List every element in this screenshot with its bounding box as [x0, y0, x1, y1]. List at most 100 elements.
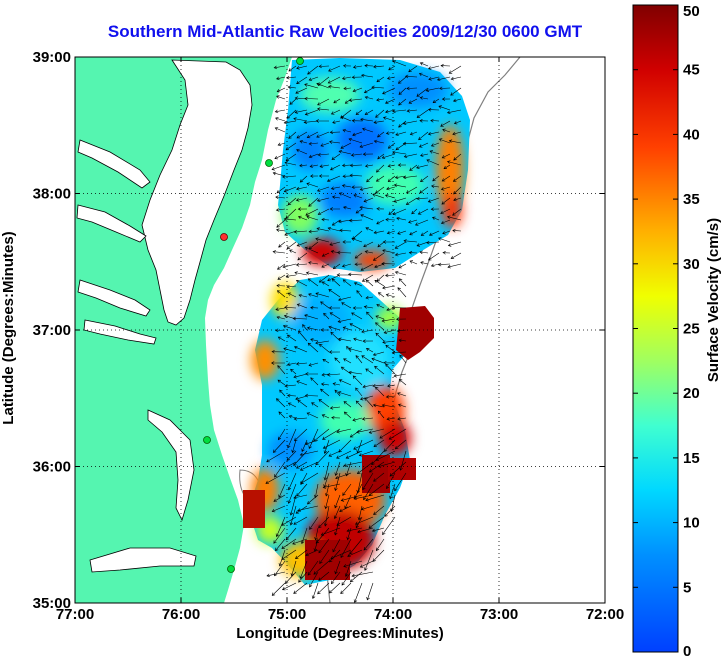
velocity-arrow	[359, 560, 374, 568]
velocity-arrow	[351, 75, 363, 80]
velocity-arrow	[297, 215, 308, 221]
velocity-arrow	[375, 538, 385, 552]
velocity-arrow	[365, 279, 374, 287]
velocity-arrow	[365, 494, 385, 502]
velocity-arrow	[393, 373, 407, 378]
velocity-arrow	[320, 382, 330, 387]
velocity-arrow	[364, 95, 374, 100]
velocity-arrow	[379, 428, 396, 439]
velocity-arrow	[450, 87, 462, 96]
velocity-arrow	[296, 65, 308, 70]
velocity-arrow	[352, 87, 363, 93]
velocity-arrow	[284, 305, 297, 310]
velocity-arrow	[329, 164, 341, 171]
velocity-arrow	[396, 216, 407, 221]
velocity-arrow	[319, 164, 330, 168]
velocity-arrow	[373, 439, 385, 448]
velocity-arrow	[275, 195, 286, 200]
velocity-arrow	[398, 338, 407, 343]
velocity-arrow	[387, 142, 396, 149]
velocity-arrow	[276, 87, 286, 93]
velocity-arrow	[414, 219, 429, 226]
velocity-arrow	[331, 195, 341, 199]
velocity-arrow	[417, 208, 429, 215]
velocity-arrow	[329, 207, 340, 211]
velocity-arrow	[376, 76, 385, 83]
velocity-arrow	[442, 128, 451, 133]
velocity-arrow	[331, 415, 341, 420]
velocity-arrow	[286, 241, 297, 250]
velocity-arrow	[277, 263, 286, 270]
colorbar-tick-label: 35	[683, 191, 700, 208]
velocity-arrow	[373, 64, 385, 69]
velocity-arrow	[287, 483, 297, 504]
velocity-arrow	[365, 368, 374, 375]
velocity-arrow	[363, 483, 374, 501]
velocity-arrow	[432, 98, 440, 103]
velocity-arrow	[352, 65, 363, 69]
velocity-arrow	[351, 312, 363, 320]
y-tick-label: 38:00	[33, 186, 71, 203]
velocity-arrow	[353, 194, 363, 199]
velocity-arrow	[349, 173, 363, 178]
velocity-arrow	[290, 368, 297, 375]
velocity-arrow	[394, 175, 407, 180]
velocity-arrow	[385, 131, 396, 135]
velocity-arrow	[329, 241, 341, 246]
velocity-arrow	[316, 197, 330, 202]
velocity-arrow	[329, 406, 341, 410]
velocity-arrow	[297, 505, 319, 512]
velocity-arrow	[301, 439, 308, 453]
velocity-arrow	[419, 62, 429, 67]
velocity-arrow	[339, 228, 352, 233]
velocity-arrow	[338, 439, 352, 453]
velocity-arrow	[386, 186, 396, 191]
velocity-arrow	[381, 153, 396, 159]
velocity-arrow	[321, 414, 330, 419]
velocity-arrow	[266, 450, 286, 463]
x-tick-label: 72:00	[586, 606, 624, 623]
velocity-arrow	[296, 380, 308, 386]
velocity-arrow	[288, 131, 297, 139]
velocity-arrow	[315, 237, 330, 243]
velocity-arrow	[353, 582, 363, 603]
velocity-arrow	[351, 237, 363, 243]
velocity-arrow	[317, 98, 330, 106]
velocity-arrow	[426, 159, 440, 166]
velocity-arrow	[297, 207, 308, 211]
velocity-arrow	[276, 186, 286, 194]
velocity-arrow	[328, 582, 341, 594]
velocity-arrow	[382, 285, 396, 290]
velocity-arrow	[296, 148, 308, 155]
velocity-arrow	[293, 450, 308, 466]
velocity-arrow	[340, 116, 352, 122]
velocity-arrow	[296, 186, 308, 191]
velocity-arrow	[296, 131, 308, 139]
velocity-arrow	[381, 261, 396, 266]
velocity-arrow	[319, 549, 330, 564]
velocity-arrow	[276, 76, 286, 81]
velocity-arrow	[342, 279, 352, 287]
velocity-arrow	[274, 127, 286, 133]
velocity-arrow	[440, 63, 451, 68]
velocity-arrow	[385, 109, 396, 114]
velocity-arrow	[364, 164, 374, 168]
velocity-arrow	[395, 131, 407, 136]
velocity-arrow	[283, 186, 297, 193]
velocity-arrow	[377, 292, 385, 298]
velocity-arrow	[337, 318, 352, 324]
radar-station	[220, 233, 228, 241]
velocity-arrow	[317, 107, 330, 111]
velocity-arrow	[440, 120, 451, 127]
velocity-arrow	[322, 483, 341, 489]
velocity-arrow	[276, 228, 286, 232]
velocity-arrow	[360, 263, 374, 271]
velocity-arrow	[375, 315, 385, 320]
velocity-arrow	[285, 527, 297, 541]
velocity-arrow	[286, 109, 297, 119]
velocity-arrow	[328, 450, 341, 457]
x-axis-ticks: 77:00 76:00 75:00 74:00 73:00 72:00	[56, 57, 624, 623]
velocity-arrow	[450, 252, 462, 259]
velocity-arrow	[336, 450, 352, 459]
velocity-arrow	[293, 117, 308, 122]
